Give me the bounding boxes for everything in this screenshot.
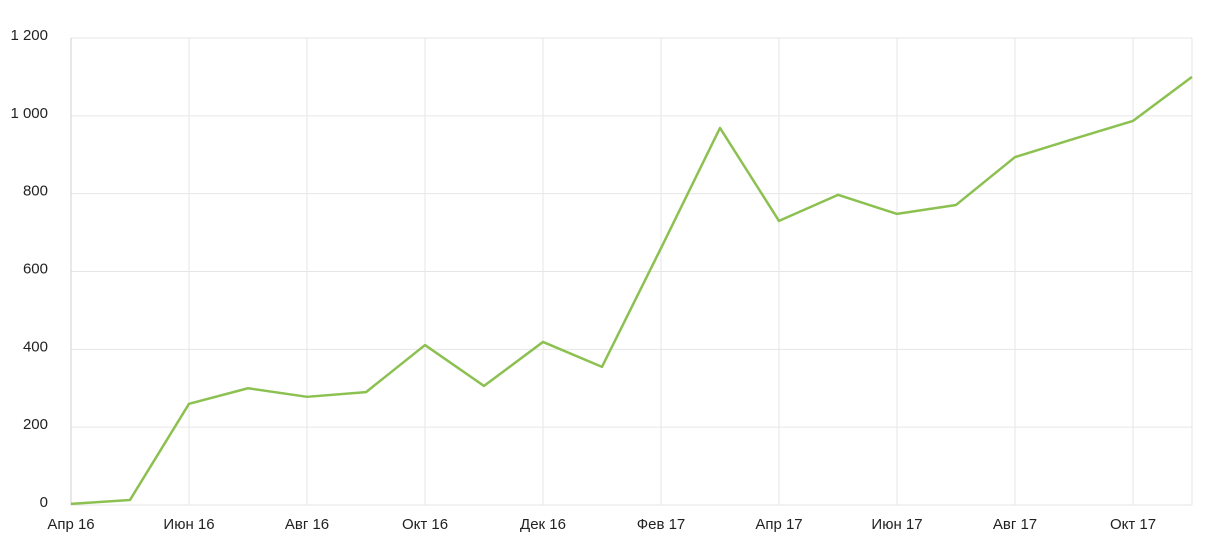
x-tick-label: Окт 17 — [1110, 516, 1156, 533]
x-tick-label: Авг 16 — [285, 516, 329, 533]
y-tick-label: 600 — [23, 260, 48, 277]
y-tick-label: 0 — [40, 494, 48, 511]
x-tick-label: Июн 16 — [163, 516, 214, 533]
y-tick-label: 1 200 — [10, 27, 48, 44]
line — [70, 75, 1193, 506]
x-tick-label: Июн 17 — [871, 516, 922, 533]
y-tick-label: 200 — [23, 416, 48, 433]
y-tick-label: 400 — [23, 338, 48, 355]
x-tick-label: Дек 16 — [520, 516, 566, 533]
y-tick-label: 800 — [23, 183, 48, 200]
x-tick-label: Фев 17 — [637, 516, 686, 533]
x-tick-label: Окт 16 — [402, 516, 448, 533]
x-tick-label: Апр 17 — [755, 516, 802, 533]
x-tick-label: Авг 17 — [993, 516, 1037, 533]
y-tick-label: 1 000 — [10, 105, 48, 122]
x-tick-label: Апр 16 — [47, 516, 94, 533]
